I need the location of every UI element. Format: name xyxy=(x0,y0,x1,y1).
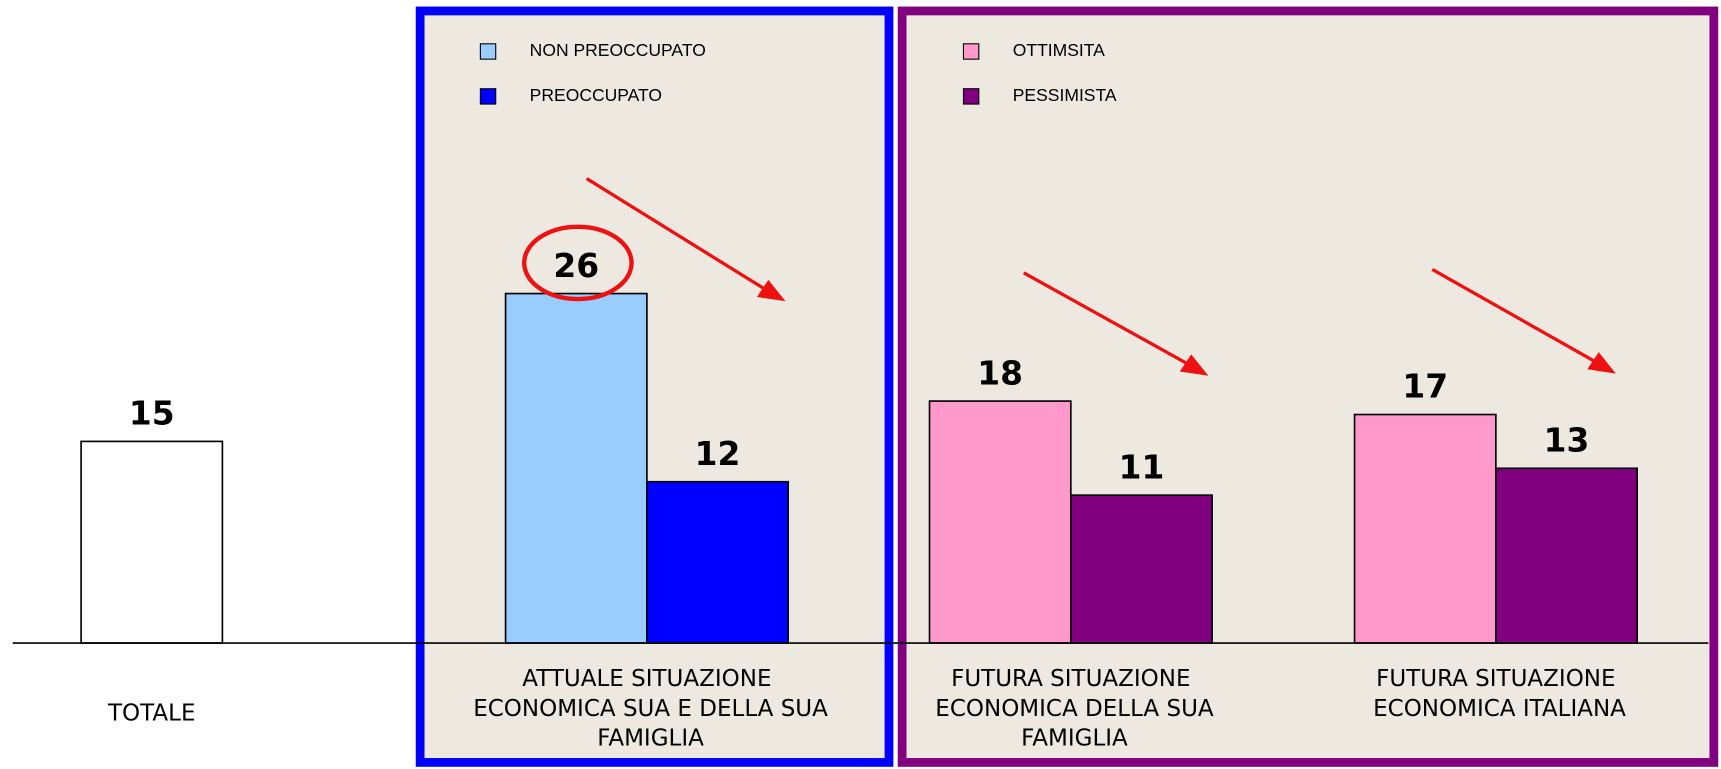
legend-swatch xyxy=(479,43,497,60)
value-label: 17 xyxy=(1402,367,1448,406)
value-label: 12 xyxy=(695,434,741,473)
arrow xyxy=(1431,268,1600,366)
bar xyxy=(1353,413,1497,644)
legend-label: PESSIMISTA xyxy=(1013,85,1117,105)
value-label: 11 xyxy=(1119,447,1165,486)
legend-swatch xyxy=(962,88,980,105)
bar xyxy=(1495,467,1638,644)
panel-current xyxy=(415,6,894,767)
value-label: 15 xyxy=(129,394,175,433)
value-label: 13 xyxy=(1544,420,1590,459)
panel-future xyxy=(897,6,1719,767)
legend-label: NON PREOCCUPATO xyxy=(530,40,706,60)
bar xyxy=(504,292,648,644)
legend-label: PREOCCUPATO xyxy=(530,85,662,105)
x-tick-label: TOTALE xyxy=(107,701,195,727)
bar xyxy=(928,400,1072,644)
x-tick-label: ATTUALE SITUAZIONE ECONOMICA SUA E DELLA… xyxy=(466,666,828,751)
trend-arrows xyxy=(585,177,1616,376)
arrow-head xyxy=(756,279,786,302)
arrow xyxy=(1022,271,1193,368)
arrow xyxy=(585,177,770,293)
legend-label: OTTIMSITA xyxy=(1013,40,1105,60)
x-tick-label: FUTURA SITUAZIONE ECONOMICA DELLA SUA FA… xyxy=(928,666,1214,751)
arrow-head xyxy=(1179,354,1209,376)
x-tick-label: FUTURA SITUAZIONE ECONOMICA ITALIANA xyxy=(1366,666,1626,722)
value-label: 26 xyxy=(553,246,599,285)
bars xyxy=(80,292,1638,644)
bar xyxy=(1070,494,1213,644)
bar xyxy=(646,480,790,644)
arrow-head xyxy=(1587,352,1616,374)
bar xyxy=(80,440,224,644)
value-label: 18 xyxy=(977,353,1023,392)
highlight-circle xyxy=(522,224,634,302)
legend-swatch xyxy=(962,43,980,60)
legend-swatch xyxy=(479,88,497,105)
